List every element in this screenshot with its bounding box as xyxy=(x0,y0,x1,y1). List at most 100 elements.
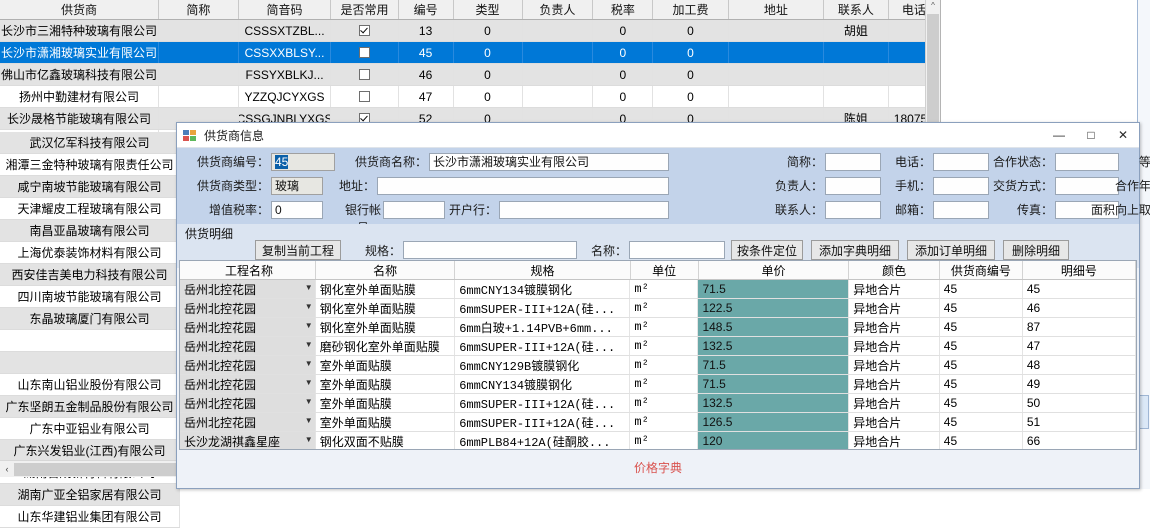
add-dictionary-detail-button[interactable]: 添加字典明细 xyxy=(811,240,899,260)
cell-price[interactable]: 71.5 xyxy=(698,356,850,374)
cell-project[interactable]: 岳州北控花园 ▼ xyxy=(180,318,316,336)
column-header-name[interactable]: 名称 xyxy=(316,261,456,279)
table-row[interactable]: 岳州北控花园 ▼ 钢化室外单面贴膜 6mmCNY134镀膜钢化 m² 71.5 异… xyxy=(180,280,1136,299)
minimize-icon[interactable]: — xyxy=(1053,128,1065,142)
list-item[interactable]: 东晶玻璃厦门有限公司 xyxy=(0,308,180,330)
list-item[interactable]: 四川南坡节能玻璃有限公司 xyxy=(0,286,180,308)
scroll-left-icon[interactable]: ‹ xyxy=(5,464,9,474)
left-list-horizontal-scrollbar[interactable]: ‹ xyxy=(0,460,180,477)
supplier-left-list[interactable]: 武汉亿军科技有限公司 湘潭三金特种玻璃有限责任公司 咸宁南坡节能玻璃有限公司 天津耀皮… xyxy=(0,0,180,528)
scroll-up-icon[interactable]: ^ xyxy=(931,1,935,10)
cell-project[interactable]: 岳州北控花园 ▼ xyxy=(180,337,316,355)
column-header-spec[interactable]: 规格 xyxy=(455,261,631,279)
cell-price[interactable]: 132.5 xyxy=(698,394,850,412)
cell-often[interactable] xyxy=(331,42,399,63)
table-row[interactable]: 岳州北控花园 ▼ 钢化室外单面贴膜 6mmSUPER-III+12A(硅... m… xyxy=(180,299,1136,318)
checkbox-icon[interactable] xyxy=(359,47,371,58)
maximize-icon[interactable]: □ xyxy=(1087,128,1095,142)
cell-price[interactable]: 71.5 xyxy=(698,280,850,298)
table-row[interactable]: 岳州北控花园 ▼ 室外单面贴膜 6mmCNY134镀膜钢化 m² 71.5 异地合… xyxy=(180,375,1136,394)
cell-project[interactable]: 岳州北控花园 ▼ xyxy=(180,299,316,317)
cell-often[interactable] xyxy=(331,86,399,107)
spec-filter-input[interactable] xyxy=(403,241,577,259)
column-header-number[interactable]: 编号 xyxy=(398,0,454,19)
chevron-down-icon[interactable]: ▼ xyxy=(304,416,313,425)
supplier-no-input[interactable]: 45 xyxy=(271,153,335,171)
email-input[interactable] xyxy=(933,201,989,219)
column-header-fee[interactable]: 加工费 xyxy=(653,0,729,19)
column-header-abbr[interactable]: 简称 xyxy=(159,0,239,19)
owner-input[interactable] xyxy=(825,177,881,195)
address-input[interactable] xyxy=(377,177,669,195)
bank-name-input[interactable] xyxy=(499,201,669,219)
list-item[interactable]: 广东兴发铝业(江西)有限公司 xyxy=(0,440,180,462)
list-item[interactable]: 湘潭三金特种玻璃有限责任公司 xyxy=(0,154,180,176)
cell-often[interactable] xyxy=(331,20,399,41)
supplier-info-dialog[interactable]: 供货商信息 — □ ✕ 供货商编号： 45 供货商名称： 长沙市潇湘玻璃实业有限… xyxy=(176,122,1150,489)
add-order-detail-button[interactable]: 添加订单明细 xyxy=(907,240,995,260)
list-item[interactable]: 咸宁南坡节能玻璃有限公司 xyxy=(0,176,180,198)
fax-input[interactable] xyxy=(1055,201,1119,219)
cell-often[interactable] xyxy=(331,64,399,85)
column-header-often[interactable]: 是否常用 xyxy=(331,0,399,19)
table-row[interactable]: 岳州北控花园 ▼ 钢化室外单面贴膜 6mm白玻+1.14PVB+6mm... m²… xyxy=(180,318,1136,337)
list-item[interactable]: 南昌亚晶玻璃有限公司 xyxy=(0,220,180,242)
list-item[interactable]: 西安佳吉美电力科技有限公司 xyxy=(0,264,180,286)
chevron-down-icon[interactable]: ▼ xyxy=(304,378,313,387)
vat-input[interactable]: 0 xyxy=(271,201,323,219)
cell-project[interactable]: 岳州北控花园 ▼ xyxy=(180,413,316,431)
scrollbar-thumb[interactable] xyxy=(1139,395,1149,429)
column-header-supplier[interactable]: 供货商 xyxy=(0,0,160,19)
list-item[interactable]: 广东中亚铝业有限公司 xyxy=(0,418,180,440)
coop-status-input[interactable] xyxy=(1055,153,1119,171)
list-item[interactable]: 山东南山铝业股份有限公司 xyxy=(0,374,180,396)
list-item[interactable] xyxy=(0,330,180,352)
cell-price[interactable]: 126.5 xyxy=(698,413,850,431)
column-header-tax[interactable]: 税率 xyxy=(593,0,654,19)
chevron-down-icon[interactable]: ▼ xyxy=(304,283,313,292)
chevron-down-icon[interactable]: ▼ xyxy=(304,302,313,311)
close-icon[interactable]: ✕ xyxy=(1117,128,1129,142)
chevron-down-icon[interactable]: ▼ xyxy=(304,340,313,349)
column-header-color[interactable]: 颜色 xyxy=(849,261,940,279)
contact-input[interactable] xyxy=(825,201,881,219)
table-row[interactable]: 长沙市三湘特种玻璃有限公司 CSSSXTZBL... 13 0 0 0 胡姐 xyxy=(0,20,940,42)
phone-input[interactable] xyxy=(933,153,989,171)
cell-price[interactable]: 148.5 xyxy=(698,318,850,336)
column-header-pinyin[interactable]: 简音码 xyxy=(238,0,332,19)
chevron-down-icon[interactable]: ▼ xyxy=(304,435,313,444)
column-header-price[interactable]: 单价 xyxy=(698,261,850,279)
mobile-input[interactable] xyxy=(933,177,989,195)
checkbox-icon[interactable] xyxy=(359,69,371,80)
column-header-owner[interactable]: 负责人 xyxy=(522,0,594,19)
delete-detail-button[interactable]: 删除明细 xyxy=(1003,240,1069,260)
window-controls[interactable]: — □ ✕ xyxy=(1043,123,1139,147)
table-row[interactable]: 岳州北控花园 ▼ 室外单面贴膜 6mmSUPER-III+12A(硅... m² … xyxy=(180,413,1136,432)
column-header-type[interactable]: 类型 xyxy=(453,0,523,19)
column-header-contact[interactable]: 联系人 xyxy=(824,0,889,19)
abbr-input[interactable] xyxy=(825,153,881,171)
list-item[interactable]: 湖南广亚全铝家居有限公司 xyxy=(0,484,180,506)
copy-current-project-button[interactable]: 复制当前工程 xyxy=(255,240,341,260)
list-item[interactable]: 天津耀皮工程玻璃有限公司 xyxy=(0,198,180,220)
cell-project[interactable]: 长沙龙湖祺鑫星座 ▼ xyxy=(180,432,316,449)
bank-account-input[interactable] xyxy=(383,201,445,219)
cell-project[interactable]: 岳州北控花园 ▼ xyxy=(180,280,316,298)
cell-price[interactable]: 120 xyxy=(698,432,850,449)
supplier-type-input[interactable]: 玻璃 xyxy=(271,177,323,195)
column-header-project[interactable]: 工程名称 xyxy=(180,261,316,279)
table-row[interactable]: 岳州北控花园 ▼ 磨砂钢化室外单面贴膜 6mmSUPER-III+12A(硅...… xyxy=(180,337,1136,356)
column-header-supplier-no[interactable]: 供货商编号 xyxy=(940,261,1023,279)
chevron-down-icon[interactable]: ▼ xyxy=(304,359,313,368)
table-row[interactable]: 扬州中勤建材有限公司 YZZQJCYXGS 47 0 0 0 xyxy=(0,86,940,108)
column-header-detail-no[interactable]: 明细号 xyxy=(1023,261,1136,279)
list-item[interactable] xyxy=(0,352,180,374)
cell-project[interactable]: 岳州北控花园 ▼ xyxy=(180,375,316,393)
cell-price[interactable]: 132.5 xyxy=(698,337,850,355)
table-row[interactable]: 长沙龙湖祺鑫星座 ▼ 钢化双面不贴膜 6mmPLB84+12A(硅酮胶... m²… xyxy=(180,432,1136,449)
supply-detail-grid[interactable]: 工程名称 名称 规格 单位 单价 颜色 供货商编号 明细号 岳州北控花园 ▼ 钢化… xyxy=(179,260,1137,450)
list-item[interactable]: 广东坚朗五金制品股份有限公司 xyxy=(0,396,180,418)
dialog-titlebar[interactable]: 供货商信息 — □ ✕ xyxy=(177,123,1139,148)
delivery-input[interactable] xyxy=(1055,177,1119,195)
name-filter-input[interactable] xyxy=(629,241,725,259)
